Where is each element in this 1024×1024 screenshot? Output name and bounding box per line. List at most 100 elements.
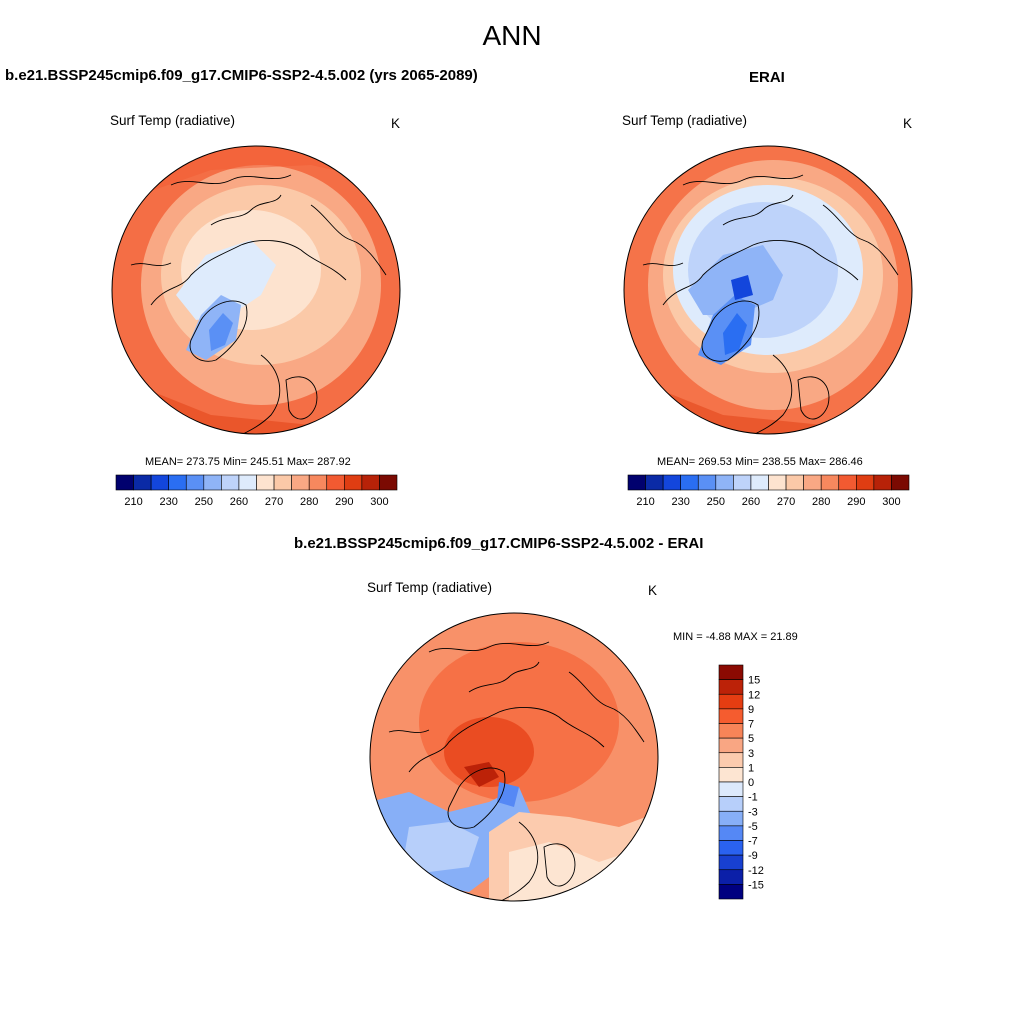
diff-colorbar-swatch bbox=[718, 664, 744, 680]
model-colorbar-swatch bbox=[256, 474, 275, 491]
obs-colorbar-swatch bbox=[820, 474, 840, 491]
diff-colorbar-tick-label: 3 bbox=[748, 748, 754, 760]
obs-colorbar-swatch bbox=[627, 474, 646, 491]
diff-coastlines bbox=[388, 641, 645, 901]
obs-colorbar-tick-label: 210 bbox=[636, 496, 654, 508]
diff-colorbar-tick-label: -3 bbox=[748, 806, 758, 818]
diff-variable-label: Surf Temp (radiative) bbox=[367, 580, 493, 595]
diff-colorbar-tick-label: -5 bbox=[748, 821, 758, 833]
model-colorbar-tick-label: 270 bbox=[265, 496, 283, 508]
diff-map-border bbox=[369, 612, 659, 902]
model-colorbar-swatch bbox=[150, 474, 169, 491]
obs-colorbar-swatch bbox=[715, 474, 734, 491]
obs-map-border bbox=[623, 145, 913, 435]
obs-colorbar-tick-label: 290 bbox=[847, 496, 865, 508]
diff-colorbar-tick-label: -7 bbox=[748, 836, 758, 848]
diff-colorbar-swatch bbox=[718, 810, 744, 827]
model-colorbar-swatch bbox=[273, 474, 292, 491]
model-colorbar-swatch bbox=[361, 474, 380, 491]
model-units-label: K bbox=[391, 116, 401, 131]
model-colorbar-tick-label: 210 bbox=[124, 496, 142, 508]
obs-colorbar-swatch bbox=[856, 474, 875, 491]
model-colorbar-tick-label: 300 bbox=[370, 496, 388, 508]
diff-colorbar-tick-label: -9 bbox=[748, 850, 758, 862]
model-colorbar-swatch bbox=[308, 474, 328, 491]
obs-colorbar-swatch bbox=[680, 474, 699, 491]
diff-colorbar-tick-label: 1 bbox=[748, 762, 754, 774]
model-colorbar-tick-label: 250 bbox=[195, 496, 213, 508]
diff-colorbar-swatch bbox=[718, 854, 744, 871]
model-colorbar-swatch bbox=[238, 474, 257, 491]
obs-colorbar-swatch bbox=[873, 474, 892, 491]
obs-colorbar-swatch bbox=[768, 474, 787, 491]
diff-colorbar-tick-label: 9 bbox=[748, 704, 754, 716]
diff-colorbar-tick-label: 0 bbox=[748, 777, 754, 789]
obs-colorbar-tick-label: 260 bbox=[742, 496, 760, 508]
obs-colorbar-tick-label: 250 bbox=[707, 496, 725, 508]
diff-polar-map bbox=[369, 612, 659, 902]
obs-colorbar-swatch bbox=[785, 474, 804, 491]
model-colorbar-swatch bbox=[133, 474, 152, 491]
model-colorbar-swatch bbox=[203, 474, 222, 491]
obs-colorbar-swatch bbox=[645, 474, 664, 491]
diff-colorbar: 15 12 9 7 5 3 1 0 -1 -3 -5 -7 -9 -12 -15 bbox=[718, 664, 764, 900]
obs-stats-label: MEAN= 269.53 Min= 238.55 Max= 286.46 bbox=[657, 456, 863, 468]
obs-colorbar-swatch bbox=[838, 474, 857, 491]
diff-colorbar-swatch bbox=[718, 884, 744, 900]
obs-colorbar-swatch bbox=[733, 474, 752, 491]
diff-colorbar-swatch bbox=[718, 796, 744, 812]
diff-colorbar-swatch bbox=[718, 869, 744, 885]
model-coastlines bbox=[130, 174, 387, 434]
model-colorbar: 210 230 250 260 270 280 290 300 bbox=[115, 474, 398, 508]
obs-colorbar-swatch bbox=[750, 474, 769, 491]
diff-colorbar-swatch bbox=[718, 708, 744, 724]
model-colorbar-tick-label: 290 bbox=[335, 496, 353, 508]
diff-colorbar-swatch bbox=[718, 840, 744, 856]
diff-colorbar-tick-label: 7 bbox=[748, 719, 754, 731]
diff-colorbar-swatch bbox=[718, 723, 744, 739]
model-variable-label: Surf Temp (radiative) bbox=[110, 113, 236, 128]
diff-stats-label: MIN = -4.88 MAX = 21.89 bbox=[673, 631, 798, 643]
model-map-border bbox=[111, 145, 401, 435]
diff-units-label: K bbox=[648, 583, 658, 598]
model-colorbar-swatch bbox=[115, 474, 134, 491]
diff-colorbar-swatch bbox=[718, 781, 744, 797]
diff-colorbar-tick-label: -12 bbox=[748, 865, 764, 877]
obs-units-label: K bbox=[903, 116, 913, 131]
obs-coastlines bbox=[642, 174, 899, 434]
diff-colorbar-swatch bbox=[718, 679, 744, 695]
model-colorbar-swatch bbox=[291, 474, 310, 491]
diff-colorbar-swatch bbox=[718, 825, 744, 841]
model-colorbar-swatch bbox=[185, 474, 205, 491]
diff-colorbar-swatch bbox=[718, 752, 744, 768]
figure-title: ANN bbox=[482, 20, 542, 51]
model-colorbar-tick-label: 230 bbox=[160, 496, 178, 508]
obs-colorbar: 210 230 250 260 270 280 290 300 bbox=[627, 474, 910, 508]
obs-colorbar-tick-label: 280 bbox=[812, 496, 830, 508]
obs-colorbar-tick-label: 300 bbox=[882, 496, 900, 508]
diff-colorbar-tick-label: 15 bbox=[748, 675, 760, 687]
diff-colorbar-swatch bbox=[718, 737, 744, 754]
model-colorbar-swatch bbox=[379, 474, 398, 491]
model-panel-title: b.e21.BSSP245cmip6.f09_g17.CMIP6-SSP2-4.… bbox=[5, 67, 478, 84]
model-colorbar-tick-label: 280 bbox=[300, 496, 318, 508]
obs-colorbar-swatch bbox=[697, 474, 717, 491]
model-stats-label: MEAN= 273.75 Min= 245.51 Max= 287.92 bbox=[145, 456, 351, 468]
diff-panel-title: b.e21.BSSP245cmip6.f09_g17.CMIP6-SSP2-4.… bbox=[294, 535, 704, 552]
diff-colorbar-tick-label: 12 bbox=[748, 689, 760, 701]
diff-colorbar-swatch bbox=[718, 767, 744, 783]
diff-colorbar-tick-label: -15 bbox=[748, 879, 764, 891]
model-colorbar-swatch bbox=[326, 474, 345, 491]
diff-colorbar-tick-label: -1 bbox=[748, 792, 758, 804]
obs-polar-map bbox=[623, 145, 913, 435]
diff-colorbar-swatch bbox=[718, 693, 744, 710]
model-colorbar-swatch bbox=[168, 474, 187, 491]
diff-colorbar-tick-label: 5 bbox=[748, 733, 754, 745]
model-colorbar-swatch bbox=[221, 474, 240, 491]
obs-colorbar-swatch bbox=[662, 474, 681, 491]
obs-colorbar-tick-label: 230 bbox=[672, 496, 690, 508]
model-colorbar-tick-label: 260 bbox=[230, 496, 248, 508]
obs-panel-title: ERAI bbox=[749, 69, 785, 86]
obs-colorbar-swatch bbox=[803, 474, 822, 491]
obs-variable-label: Surf Temp (radiative) bbox=[622, 113, 748, 128]
